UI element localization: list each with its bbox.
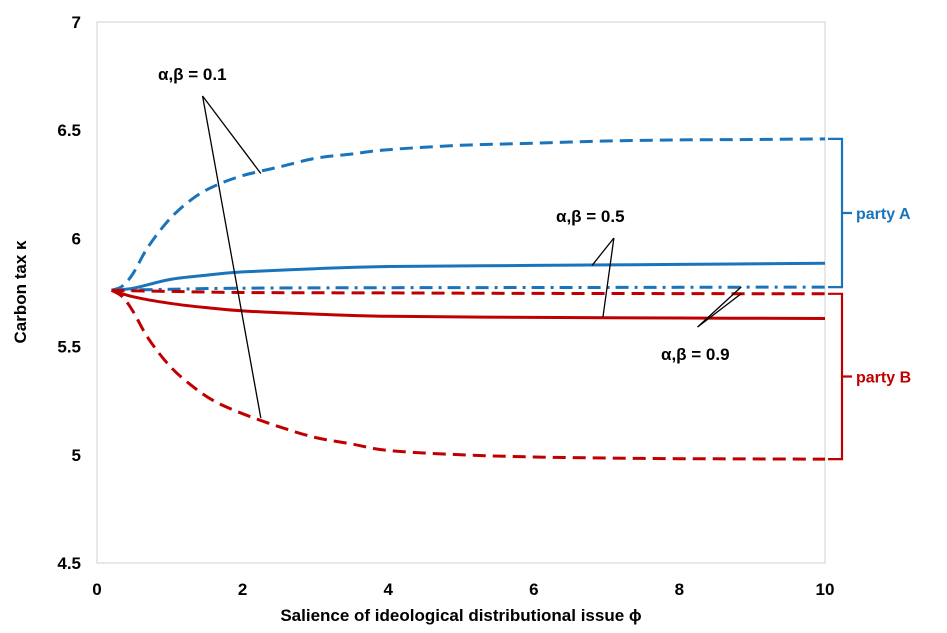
series-party-b-ab-05-line: [111, 288, 826, 320]
party-b-label: party B: [856, 369, 911, 386]
annotations: α,β = 0.1 α,β = 0.5 α,β = 0.9: [158, 65, 730, 364]
y-tick-label: 5: [72, 446, 81, 465]
x-tick-label: 0: [92, 580, 101, 599]
series-party-a-ab-09-line: [111, 285, 826, 292]
x-tick-label: 8: [675, 580, 684, 599]
y-tick-label: 5.5: [57, 338, 81, 357]
x-tick-label: 6: [529, 580, 538, 599]
x-tick-label: 2: [238, 580, 247, 599]
y-tick-label: 7: [72, 13, 81, 32]
x-tick-label: 10: [816, 580, 835, 599]
annotation-label: α,β = 0.5: [556, 207, 625, 226]
y-tick-label: 6.5: [57, 121, 81, 140]
party-a-bracket: [828, 137, 852, 289]
x-axis: 0 2 4 6 8 10: [92, 580, 834, 599]
annotation-leader-line: [201, 95, 262, 419]
annotation-leader-line: [697, 286, 742, 328]
party-a-label: party A: [856, 206, 911, 223]
annotation-leader-line: [202, 95, 262, 174]
annotation-leaders: [201, 95, 742, 419]
annotation-label: α,β = 0.1: [158, 65, 227, 84]
y-axis-title: Carbon tax κ: [11, 240, 30, 344]
series-party-a-ab-01-line: [111, 137, 826, 292]
x-axis-title: Salience of ideological distributional i…: [280, 606, 642, 625]
series-party-b-ab-01-line: [110, 288, 826, 461]
party-brackets: party A party B: [828, 137, 911, 461]
annotation-leader-line: [591, 237, 615, 266]
x-tick-label: 4: [383, 580, 393, 599]
y-tick-label: 6: [72, 229, 81, 248]
annotation-leader-line: [602, 237, 615, 318]
party-b-bracket: [828, 292, 852, 461]
series-layer: [110, 137, 826, 461]
y-axis: 4.5 5 5.5 6 6.5 7: [57, 13, 81, 573]
series-party-a-ab-05-line: [111, 261, 826, 292]
annotation-label: α,β = 0.9: [661, 345, 730, 364]
y-tick-label: 4.5: [57, 554, 81, 573]
annotation-leader-line: [697, 293, 742, 328]
